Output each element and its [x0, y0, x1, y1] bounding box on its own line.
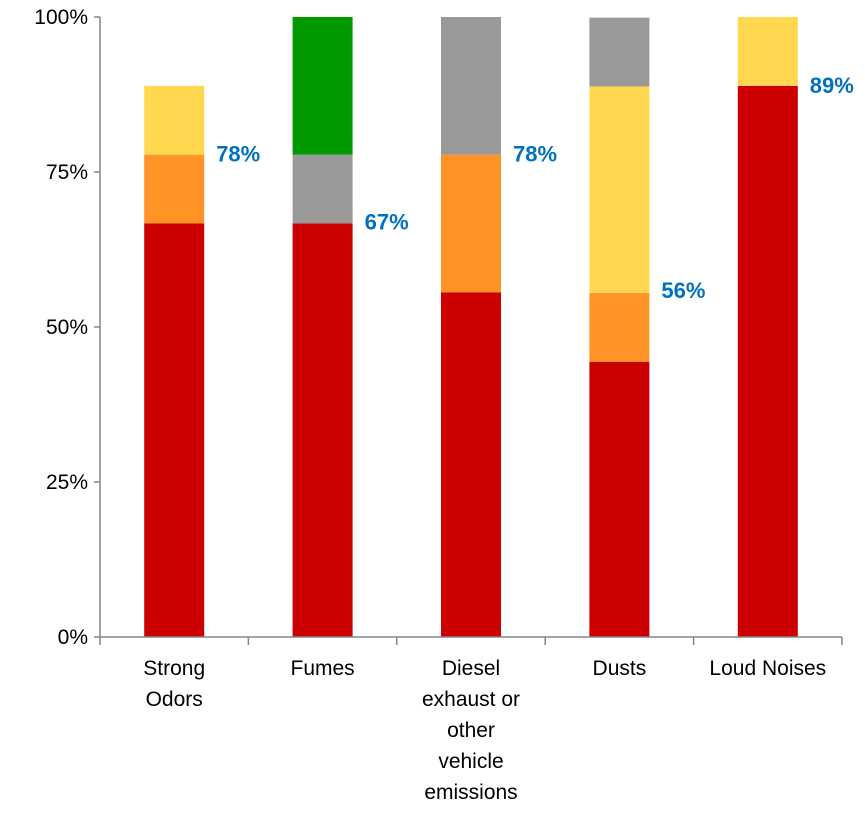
bar-segment-0-0: [144, 223, 205, 637]
bar-segment-0-2: [144, 85, 205, 155]
category-label-3: Dusts: [593, 657, 647, 680]
category-label-4: Loud Noises: [709, 657, 826, 680]
bars-layer: [144, 17, 798, 637]
bar-segment-1-3: [292, 154, 353, 224]
data-label-2: 78%: [513, 141, 557, 166]
category-label-1: Fumes: [291, 657, 355, 680]
bar-segment-3-2: [589, 86, 650, 293]
axes-layer: 0% 25% 50% 75% 100%: [34, 6, 843, 649]
bar-segment-4-2: [737, 17, 798, 86]
category-label-line: Strong: [143, 657, 205, 680]
bar-segment-3-3: [589, 17, 650, 87]
bar-segment-2-1: [441, 154, 501, 293]
labels-layer: Strong Odors Fumes Diesel exhaust or other veh…: [143, 73, 854, 804]
bar-segment-1-0: [292, 223, 353, 637]
category-label-line: Loud Noises: [709, 657, 826, 680]
category-label-line: exhaust or: [422, 688, 520, 711]
data-label-0: 78%: [216, 141, 260, 166]
bar-segment-1-4: [292, 17, 353, 155]
bar-segment-2-0: [441, 292, 501, 637]
category-label-line: Diesel: [442, 657, 500, 680]
y-tick-label-3: 75%: [46, 161, 88, 184]
category-label-line: Dusts: [593, 657, 647, 680]
category-label-line: emissions: [424, 781, 517, 804]
category-label-line: Odors: [146, 688, 203, 711]
category-label-0: Strong Odors: [143, 657, 205, 711]
category-label-line: vehicle: [438, 750, 503, 773]
category-label-2: Diesel exhaust or other vehicle emissions: [422, 657, 520, 804]
y-tick-label-2: 50%: [46, 316, 88, 339]
data-label-3: 56%: [661, 278, 705, 303]
y-tick-label-4: 100%: [34, 6, 88, 29]
bar-segment-3-0: [589, 361, 650, 637]
y-tick-label-1: 25%: [46, 471, 88, 494]
data-label-1: 67%: [365, 210, 409, 235]
bar-segment-0-1: [144, 154, 205, 224]
data-label-4: 89%: [810, 73, 854, 98]
category-label-line: Fumes: [291, 657, 355, 680]
y-tick-label-0: 0%: [58, 626, 88, 649]
category-label-line: other: [447, 719, 495, 742]
bar-segment-4-0: [737, 85, 798, 637]
bar-segment-3-1: [589, 292, 650, 362]
bar-segment-2-3: [441, 17, 501, 155]
